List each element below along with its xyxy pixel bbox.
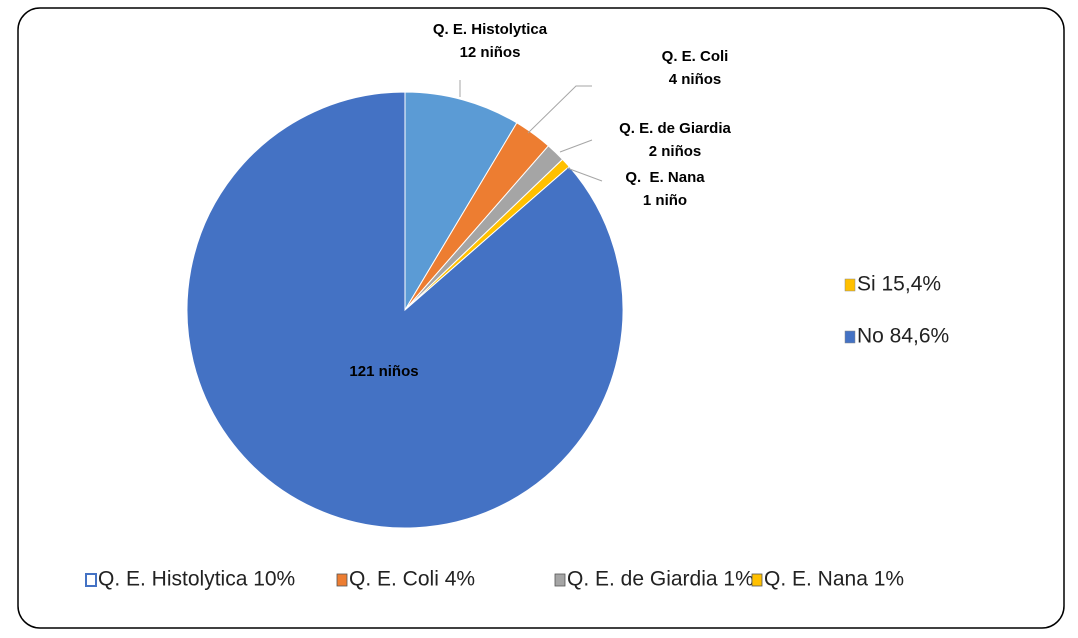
legend-marker xyxy=(751,573,763,587)
leader-line xyxy=(559,139,593,153)
data-label: 1 niño xyxy=(643,192,687,209)
legend-label: Q. E. de Giardia 1% xyxy=(567,568,754,591)
legend-label: No 84,6% xyxy=(857,325,949,348)
legend-marker xyxy=(554,573,566,587)
pie-slice xyxy=(404,91,518,312)
leader-line xyxy=(527,85,592,134)
legend-label: Q. E. Coli 4% xyxy=(349,568,475,591)
data-label: 4 niños xyxy=(669,71,722,88)
legend-marker xyxy=(844,330,856,344)
legend-label: Si 15,4% xyxy=(857,273,941,296)
slice-name: Q. E. Histolytica xyxy=(433,21,548,38)
legend-marker xyxy=(85,573,97,587)
data-label: 12 niños xyxy=(460,44,521,61)
legend-label: Q. E. Histolytica 10% xyxy=(98,568,295,591)
pie-slice xyxy=(186,91,624,529)
legend-marker xyxy=(844,278,856,292)
data-label: 2 niños xyxy=(649,143,702,160)
legend-label: Q. E. Nana 1% xyxy=(764,568,904,591)
slice-name: Q. E. Nana xyxy=(625,169,705,186)
slice-name: Q. E. Coli xyxy=(662,48,729,65)
legend-marker xyxy=(336,573,348,587)
data-label: 121 niños xyxy=(349,363,418,380)
leader-line xyxy=(566,167,603,182)
slice-name: Q. E. de Giardia xyxy=(619,120,731,137)
